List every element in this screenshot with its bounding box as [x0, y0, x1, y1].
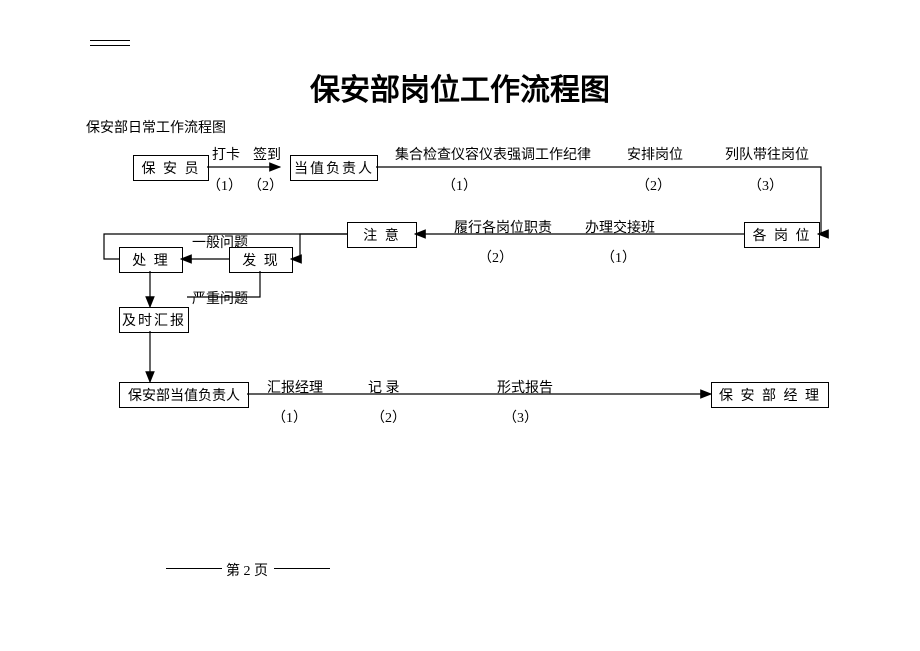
page-number: 第 2 页 [226, 560, 268, 580]
edge-label: （3） [748, 175, 783, 195]
edge-label: 安排岗位 [627, 144, 683, 164]
node-posts: 各 岗 位 [744, 222, 820, 248]
main-title: 保安部岗位工作流程图 [245, 65, 675, 109]
edge-label: （3） [503, 407, 538, 427]
edge-label: 履行各岗位职责 [454, 217, 552, 237]
node-report-timely: 及时汇报 [119, 307, 189, 333]
edge-label: 打卡 [212, 144, 240, 164]
edge-label: 办理交接班 [585, 217, 655, 237]
edge-label: （2） [478, 247, 513, 267]
edge-label: （1） [601, 247, 636, 267]
node-duty-leader: 当值负责人 [290, 155, 378, 181]
node-attention: 注 意 [347, 222, 417, 248]
node-dept-duty-leader: 保安部当值负责人 [119, 382, 249, 408]
node-handle: 处 理 [119, 247, 183, 273]
edge-label: （2） [636, 175, 671, 195]
node-guard: 保 安 员 [133, 155, 209, 181]
edge-label: 一般问题 [192, 232, 248, 252]
edge-label: （1） [207, 175, 242, 195]
edge-label: （1） [272, 407, 307, 427]
edge-label: 严重问题 [192, 288, 248, 308]
edge-label: 签到 [253, 144, 281, 164]
edge-label: 集合检查仪容仪表强调工作纪律 [395, 144, 591, 164]
edge-label: （2） [371, 407, 406, 427]
subtitle: 保安部日常工作流程图 [86, 117, 226, 137]
node-dept-manager: 保 安 部 经 理 [711, 382, 829, 408]
edge-label: 列队带往岗位 [725, 144, 809, 164]
edge-label: 记 录 [368, 377, 400, 397]
edge-label: （2） [248, 175, 283, 195]
edge-label: 形式报告 [497, 377, 553, 397]
edge-label: 汇报经理 [267, 377, 323, 397]
edge-label: （1） [442, 175, 477, 195]
